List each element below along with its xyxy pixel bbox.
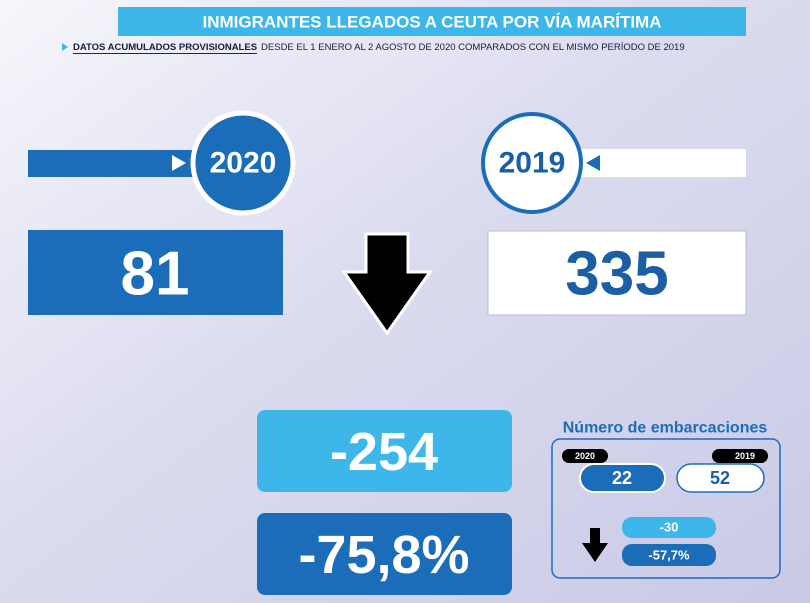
year-current: 2020 xyxy=(210,147,277,180)
title: INMIGRANTES LLEGADOS A CEUTA POR VÍA MAR… xyxy=(203,13,662,32)
year-circle-current xyxy=(190,110,296,216)
down-arrow xyxy=(341,232,433,336)
boats-percent-pill xyxy=(622,544,716,566)
boats-pill-current xyxy=(579,463,666,493)
value-box-previous xyxy=(487,230,747,316)
boats-panel xyxy=(551,438,781,579)
value-previous: 335 xyxy=(565,240,668,309)
year-previous: 2019 xyxy=(499,147,566,180)
boats-difference: -30 xyxy=(660,520,679,535)
title-bar xyxy=(118,7,746,36)
year-circle-previous xyxy=(481,112,583,214)
value-box-current xyxy=(28,230,283,315)
boats-value-current: 22 xyxy=(612,468,632,488)
percent-change: -75,8% xyxy=(298,525,469,585)
boats-difference-pill xyxy=(622,517,716,538)
pointer xyxy=(172,155,186,171)
difference: -254 xyxy=(330,422,438,482)
boats-year-current: 2020 xyxy=(575,451,595,461)
boats-pill-previous xyxy=(676,463,765,493)
year-pill xyxy=(712,449,768,463)
subtitle-text: DESDE EL 1 ENERO AL 2 AGOSTO DE 2020 COM… xyxy=(261,42,685,53)
value-current: 81 xyxy=(121,240,190,309)
boats-title: Número de embarcaciones xyxy=(563,420,768,437)
down-arrow-small xyxy=(582,528,608,562)
difference-box xyxy=(257,410,512,492)
bullet xyxy=(62,43,68,51)
pointer xyxy=(586,155,600,171)
year-pill xyxy=(562,449,608,463)
boats-value-previous: 52 xyxy=(710,468,730,488)
subtitle: DATOS ACUMULADOS PROVISIONALES DESDE EL 1… xyxy=(73,42,685,53)
boats-year-previous: 2019 xyxy=(735,451,755,461)
boats-percent-change: -57,7% xyxy=(648,548,690,563)
subtitle-bold: DATOS ACUMULADOS PROVISIONALES xyxy=(73,42,257,53)
percent-box xyxy=(257,513,512,595)
